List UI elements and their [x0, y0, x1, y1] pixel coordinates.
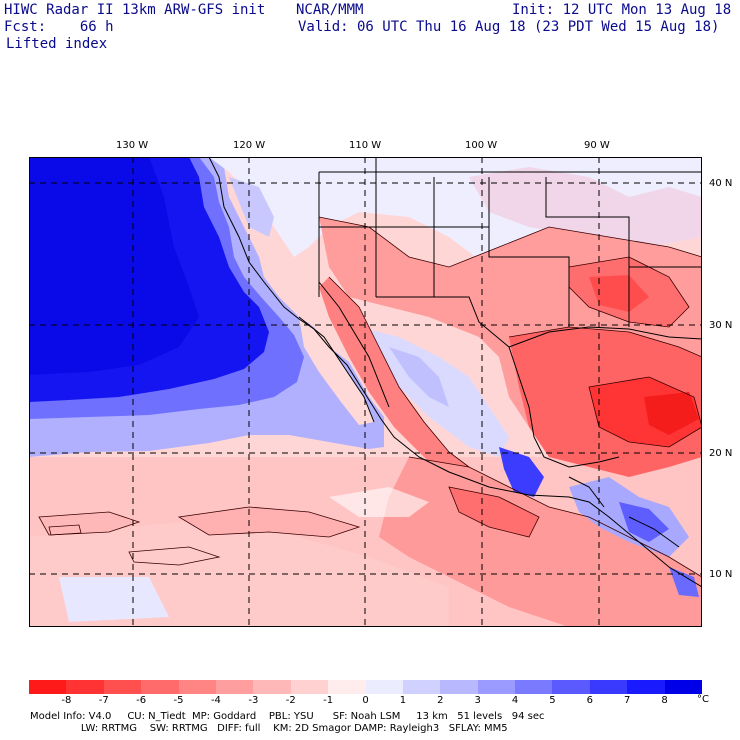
lon-label-100w: 100 W — [465, 140, 498, 151]
colorbar-tick-label: 1 — [399, 695, 407, 706]
valid-time: Valid: 06 UTC Thu 16 Aug 18 (23 PDT Wed … — [298, 19, 720, 35]
lat-label-10n: 10 N — [709, 569, 733, 580]
colorbar-tick-label: -1 — [323, 695, 334, 706]
colorbar-swatch-4 — [178, 680, 216, 694]
colorbar-tick-label: 6 — [586, 695, 594, 706]
colorbar-swatch-14 — [552, 680, 590, 694]
colorbar-tick-label: -5 — [173, 695, 184, 706]
stable-deep-core — [29, 157, 199, 375]
colorbar-swatch-3 — [141, 680, 179, 694]
gulf-coast-core — [589, 275, 649, 312]
colorbar-swatch-5 — [215, 680, 254, 694]
colorbar-tick-label: 8 — [661, 695, 668, 706]
lat-label-40n: 40 N — [709, 178, 733, 189]
colorbar-tick-label: 5 — [549, 695, 556, 706]
gulf-max — [644, 392, 699, 435]
weak-neutral-patch — [329, 487, 429, 517]
colorbar-tick-label: 2 — [437, 695, 444, 706]
colorbar-tick-label: 4 — [511, 695, 519, 706]
colorbar-unit: °C — [697, 694, 709, 705]
lon-label-120w: 120 W — [233, 140, 266, 151]
colorbar-swatch-2 — [103, 680, 142, 694]
southern-mexico-core — [449, 487, 539, 537]
colorbar-tick-label: -2 — [285, 695, 296, 706]
model-info-line-2: LW: RRTMG SW: RRTMG DIFF: full KM: 2D Sm… — [30, 723, 508, 734]
colorbar-swatch-8 — [328, 680, 366, 694]
colorbar-tick-label: -7 — [98, 695, 109, 706]
colorbar-swatch-17 — [664, 680, 703, 694]
colorbar-swatch-12 — [477, 680, 516, 694]
itcz-band-1 — [179, 507, 359, 537]
colorbar-swatch-13 — [515, 680, 553, 694]
colorbar-swatch-7 — [290, 680, 329, 694]
contour-lines — [38, 216, 702, 578]
sierra-stable-patch — [229, 177, 274, 237]
itcz-band-2 — [39, 512, 139, 535]
colorbar-swatch-1 — [66, 680, 104, 694]
colorbar-tick-label: -8 — [61, 695, 72, 706]
baja-peninsula-field — [299, 317, 374, 425]
lon-label-90w: 90 W — [584, 140, 610, 151]
forecast-hour: Fcst: 66 h — [4, 19, 114, 35]
source-label: NCAR/MMM — [296, 2, 364, 18]
colorbar-tick-label: 0 — [362, 695, 369, 706]
model-info-line-1: Model Info: V4.0 CU: N_Tiedt MP: Goddard… — [30, 711, 545, 722]
colorbar-swatch-0 — [29, 680, 67, 694]
model-title: HIWC Radar II 13km ARW-GFS init — [4, 2, 266, 18]
colorbar-tick-label: -6 — [136, 695, 147, 706]
lon-label-130w: 130 W — [116, 140, 149, 151]
colorbar-tick-label: 3 — [474, 695, 481, 706]
panama-stable-patch — [669, 567, 699, 597]
colorbar-swatch-9 — [365, 680, 403, 694]
colorbar-tick-label: 7 — [624, 695, 631, 706]
central-america-stable-core — [619, 502, 669, 542]
map-frame — [29, 157, 702, 627]
campeche-stable-patch — [499, 447, 544, 497]
colorbar-swatch-15 — [589, 680, 628, 694]
latlon-grid — [29, 157, 702, 627]
field-name: Lifted index — [6, 36, 108, 52]
plateau-core — [389, 347, 449, 407]
colorbar-swatch-10 — [402, 680, 441, 694]
weak-stable-patch — [59, 577, 169, 622]
lon-label-110w: 110 W — [349, 140, 382, 151]
lifted-index-map — [29, 157, 702, 627]
init-time: Init: 12 UTC Mon 13 Aug 18 — [512, 2, 732, 18]
colorbar-tick-label: -4 — [210, 695, 221, 706]
colorbar-swatch-16 — [627, 680, 665, 694]
plains-mixed-field — [469, 167, 702, 247]
colorbar-swatch-11 — [440, 680, 478, 694]
lat-label-20n: 20 N — [709, 448, 733, 459]
colorbar-tick-label: -3 — [248, 695, 259, 706]
colorbar — [29, 680, 703, 694]
lat-label-30n: 30 N — [709, 320, 733, 331]
colorbar-swatch-6 — [253, 680, 291, 694]
